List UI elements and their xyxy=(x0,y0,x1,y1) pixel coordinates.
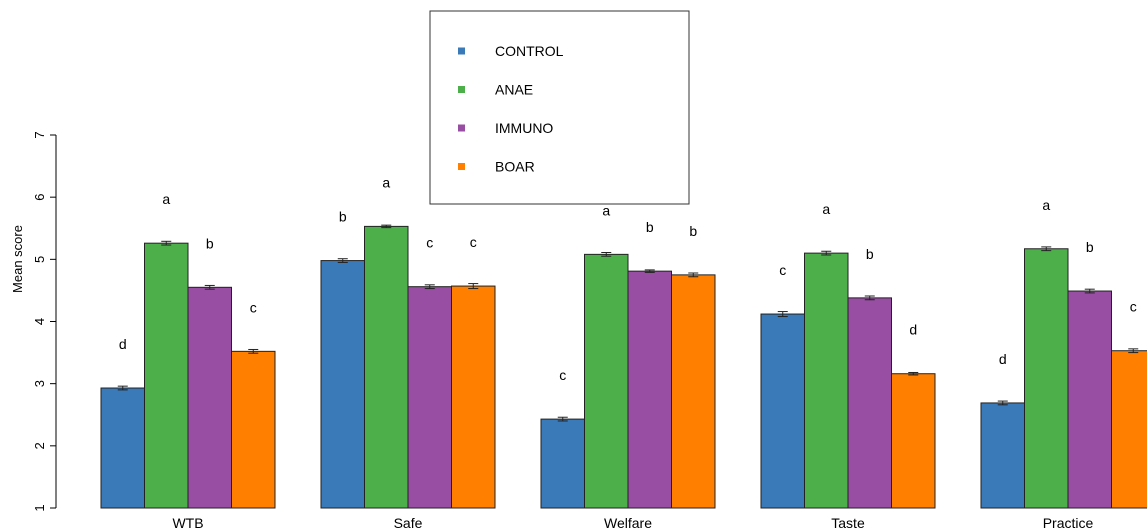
y-tick-label: 4 xyxy=(32,318,47,325)
bar xyxy=(847,297,892,509)
bar xyxy=(584,253,629,509)
bar xyxy=(1111,350,1147,509)
significance-label: d xyxy=(999,351,1007,367)
y-axis: 1 2 3 4 5 6 7 xyxy=(32,131,57,512)
bar xyxy=(187,286,232,509)
significance-label: c xyxy=(250,299,257,315)
significance-label: b xyxy=(339,209,347,225)
bar xyxy=(320,260,365,509)
legend-swatch xyxy=(458,124,465,132)
legend-label: IMMUNO xyxy=(495,120,553,136)
bar xyxy=(1024,248,1069,509)
bar xyxy=(980,402,1025,509)
bar xyxy=(451,285,496,509)
legend-label: BOAR xyxy=(495,159,535,175)
y-axis-title: Mean score xyxy=(10,225,25,293)
legend-swatch xyxy=(458,86,465,93)
significance-label: c xyxy=(559,367,566,383)
significance-label: a xyxy=(162,191,170,207)
y-tick-label: 1 xyxy=(32,504,47,511)
y-tick-label: 7 xyxy=(32,131,47,138)
significance-label: a xyxy=(1042,197,1050,213)
y-tick-label: 5 xyxy=(32,256,47,263)
legend-swatch xyxy=(458,47,465,55)
legend: CONTROL ANAE IMMUNO BOAR xyxy=(429,10,690,205)
category-label: Taste xyxy=(831,515,865,531)
bar xyxy=(407,286,452,509)
legend-swatch xyxy=(458,163,465,170)
significance-label: b xyxy=(646,219,654,235)
significance-label: b xyxy=(206,235,214,251)
bar xyxy=(540,418,585,509)
y-tick-label: 2 xyxy=(32,442,47,449)
significance-label: a xyxy=(382,174,390,190)
significance-label: c xyxy=(470,234,477,250)
significance-label: a xyxy=(822,201,830,217)
category-label: Safe xyxy=(394,515,423,531)
significance-label: c xyxy=(426,235,433,251)
bar xyxy=(671,274,716,509)
significance-label: c xyxy=(1130,299,1137,315)
bar xyxy=(231,350,276,509)
bars: d a b c b a c c c a b b c a b d d a b c xyxy=(100,174,1147,509)
legend-label: ANAE xyxy=(495,82,533,98)
bar xyxy=(627,270,672,509)
significance-label: b xyxy=(689,223,697,239)
legend-box xyxy=(429,10,690,205)
bar xyxy=(364,225,409,509)
bar xyxy=(804,252,849,509)
category-label: Practice xyxy=(1043,515,1094,531)
category-label: Welfare xyxy=(604,515,652,531)
y-tick-label: 3 xyxy=(32,380,47,387)
bar xyxy=(1067,290,1112,509)
significance-label: d xyxy=(119,336,127,352)
significance-label: d xyxy=(909,322,917,338)
bar xyxy=(100,387,145,509)
significance-label: b xyxy=(1086,239,1094,255)
significance-label: c xyxy=(779,262,786,278)
bar xyxy=(760,313,805,509)
legend-label: CONTROL xyxy=(495,43,564,59)
y-tick-label: 6 xyxy=(32,194,47,201)
category-label: WTB xyxy=(172,515,203,531)
bar xyxy=(891,373,936,509)
bar xyxy=(144,242,189,509)
significance-label: b xyxy=(866,246,874,262)
significance-label: a xyxy=(602,202,610,218)
category-labels: WTB Safe Welfare Taste Practice xyxy=(172,515,1093,531)
